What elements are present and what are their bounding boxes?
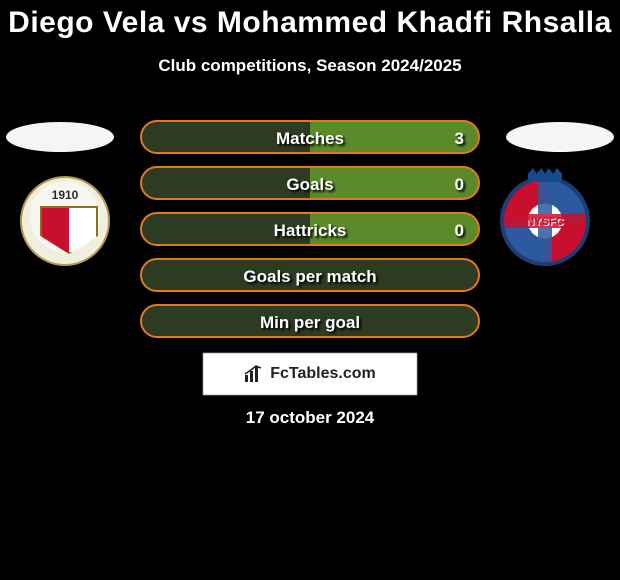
player-avatar-right bbox=[506, 122, 614, 152]
date-text: 17 october 2024 bbox=[0, 408, 620, 428]
stat-row: Goals per match bbox=[140, 258, 480, 292]
stat-label: Min per goal bbox=[260, 313, 360, 332]
stat-row: Matches 3 bbox=[140, 120, 480, 154]
comparison-card: Diego Vela vs Mohammed Khadfi Rhsalla Cl… bbox=[0, 0, 620, 76]
stat-label: Goals per match bbox=[243, 267, 376, 286]
stat-label: Matches bbox=[276, 129, 344, 148]
stat-value-right: 0 bbox=[455, 214, 464, 248]
nysfc-shield-icon bbox=[500, 176, 590, 266]
dvtk-shield-icon bbox=[20, 176, 110, 266]
club-logo-right bbox=[500, 176, 600, 262]
stats-list: Matches 3 Goals 0 Hattricks 0 Goals per match M… bbox=[140, 120, 480, 350]
club-logo-left bbox=[20, 176, 120, 262]
stat-value-right: 3 bbox=[455, 122, 464, 156]
crown-icon bbox=[528, 168, 562, 182]
subtitle: Club competitions, Season 2024/2025 bbox=[0, 56, 620, 76]
brand-label: FcTables.com bbox=[270, 365, 376, 383]
stat-label: Hattricks bbox=[274, 221, 347, 240]
player-avatar-left bbox=[6, 122, 114, 152]
brand-box: FcTables.com bbox=[202, 352, 418, 396]
stat-label: Goals bbox=[286, 175, 333, 194]
stat-row: Goals 0 bbox=[140, 166, 480, 200]
bar-chart-icon bbox=[244, 365, 264, 383]
stat-row: Hattricks 0 bbox=[140, 212, 480, 246]
stat-row: Min per goal bbox=[140, 304, 480, 338]
stat-value-right: 0 bbox=[455, 168, 464, 202]
page-title: Diego Vela vs Mohammed Khadfi Rhsalla bbox=[0, 6, 620, 40]
